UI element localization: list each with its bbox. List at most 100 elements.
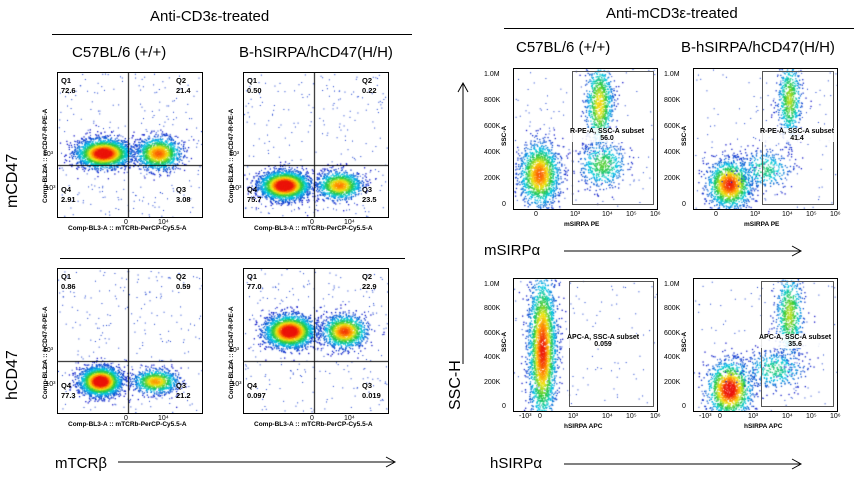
- x-tick-label: 10⁴: [602, 413, 613, 420]
- x-axis-label: hSIRPA APC: [564, 423, 603, 430]
- y-tick-label: 800K: [664, 97, 681, 104]
- quadrant-name-q3: Q3: [362, 185, 373, 194]
- y-tick-label: 0: [229, 363, 233, 370]
- gate-label-name: R-PE-A, SSC-A subset: [760, 127, 835, 135]
- x-tick-label: 0: [124, 219, 128, 226]
- y-axis-label: SSC-A: [681, 125, 688, 146]
- y-tick-label: -10³: [43, 381, 56, 388]
- flow-plot-hcd47-wt: Q1 0.86 Q2 0.59 Q3 21.2 Q4 77.3 Comp-BL2-A :: hC…: [42, 268, 203, 428]
- x-tick-label: 10⁴: [344, 219, 355, 226]
- x-tick-label: 10⁴: [158, 415, 169, 422]
- y-tick-label: 400K: [484, 354, 501, 362]
- quadrant-value-q3: 23.5: [362, 195, 377, 204]
- y-axis-arrow-right: [457, 81, 469, 364]
- gate-percentage: 35.6: [788, 341, 802, 349]
- y-tick-label: 10³: [43, 151, 54, 158]
- y-tick-label: 200K: [484, 378, 501, 386]
- y-tick-label: -10³: [229, 381, 242, 388]
- x-axis-label: Comp-BL3-A :: mTCRb-PerCP-Cy5.5-A: [68, 225, 187, 232]
- x-tick-label: 10⁵: [626, 211, 637, 218]
- y-tick-label: 1.0M: [664, 71, 680, 78]
- y-tick-label: 0: [229, 167, 233, 174]
- y-tick-label: 400K: [664, 149, 681, 156]
- x-axis-label: Comp-BL3-A :: mTCRb-PerCP-Cy5.5-A: [68, 421, 187, 428]
- quadrant-name-q1: Q1: [247, 272, 258, 281]
- x-tick-label: 10⁶: [830, 211, 841, 218]
- quadrant-value-q2: 0.59: [176, 282, 191, 291]
- scatter-density: [58, 73, 202, 217]
- x-tick-label: -10³: [699, 413, 712, 420]
- y-tick-label: 800K: [484, 97, 501, 104]
- x-axis-label: Comp-BL3-A :: mTCRb-PerCP-Cy5.5-A: [254, 225, 373, 232]
- quadrant-name-q2: Q2: [362, 76, 373, 85]
- gate-label: APC-A, SSC-A subset 35.6: [759, 334, 832, 349]
- y-tick-label: 0: [682, 201, 686, 208]
- y-tick-label: 1.0M: [484, 71, 500, 78]
- x-tick-label: 10⁴: [602, 211, 613, 218]
- y-tick-label: 200K: [484, 175, 501, 182]
- quadrant-name-q3: Q3: [362, 381, 373, 390]
- x-tick-label: 10⁵: [626, 413, 637, 420]
- gate-label-name: APC-A, SSC-A subset: [567, 334, 640, 342]
- quadrant-value-q3: 0.019: [362, 391, 381, 400]
- x-tick-label: -10³: [519, 413, 532, 420]
- x-axis-label: mSIRPA PE: [744, 221, 780, 228]
- gate-percentage: 0.059: [594, 341, 612, 349]
- x-tick-label: 10³: [748, 413, 759, 420]
- quadrant-value-q4: 0.097: [247, 391, 266, 400]
- y-tick-label: 0: [502, 201, 506, 208]
- row-label-mcd47: mCD47: [4, 153, 21, 208]
- flow-plot-hcd47-hum: Q1 77.0 Q2 22.9 Q3 0.019 Q4 0.097 Comp-BL2-A :: …: [228, 268, 389, 428]
- quadrant-value-q2: 22.9: [362, 282, 377, 291]
- gate-label: R-PE-A, SSC-A subset 41.4: [760, 127, 835, 142]
- x-tick-label: 10⁶: [650, 211, 661, 218]
- quadrant-name-q1: Q1: [61, 272, 72, 281]
- y-tick-label: 600K: [484, 123, 501, 130]
- x-axis-arrow-msirpa: [564, 245, 803, 257]
- x-tick-label: 10⁴: [782, 211, 793, 218]
- gate-percentage: 41.4: [790, 134, 804, 142]
- x-axis-label: mSIRPA PE: [564, 221, 600, 228]
- flow-plot-msirpa-hum: R-PE-A, SSC-A subset 41.4 SSC-A 0 200K 400K 60…: [664, 68, 841, 228]
- quadrant-value-q2: 21.4: [176, 86, 191, 95]
- y-tick-label: 400K: [664, 354, 681, 362]
- quadrant-name-q2: Q2: [176, 76, 187, 85]
- x-axis-arrow-left: [118, 456, 397, 468]
- quadrant-name-q4: Q4: [61, 185, 72, 194]
- x-axis-label: Comp-BL3-A :: mTCRb-PerCP-Cy5.5-A: [254, 421, 373, 428]
- x-tick-label: 10⁵: [806, 413, 817, 420]
- y-tick-label: 1.0M: [484, 281, 500, 288]
- x-tick-label: 10⁴: [344, 415, 355, 422]
- x-tick-label: 10³: [750, 211, 761, 218]
- flow-plot-msirpa-wt: R-PE-A, SSC-A subset 56.0 SSC-A 0 200K 400K 60…: [484, 68, 661, 228]
- x-tick-label: 10⁴: [782, 413, 793, 420]
- quadrant-value-q1: 77.0: [247, 282, 262, 291]
- y-tick-label: 200K: [664, 175, 681, 182]
- x-tick-label: 10⁶: [650, 413, 661, 420]
- quadrant-value-q1: 72.6: [61, 86, 76, 95]
- left-row-divider: [60, 258, 405, 259]
- y-tick-label: 10³: [43, 347, 54, 354]
- y-tick-label: 600K: [484, 329, 501, 337]
- quadrant-name-q3: Q3: [176, 381, 187, 390]
- y-tick-label: 0: [502, 403, 506, 410]
- y-tick-label: -10³: [229, 185, 242, 192]
- quadrant-value-q3: 21.2: [176, 391, 191, 400]
- y-tick-label: 800K: [664, 305, 681, 313]
- x-tick-label: 0: [310, 415, 314, 422]
- y-axis-label: SSC-A: [501, 331, 508, 352]
- y-tick-label: 600K: [664, 123, 681, 130]
- left-panel-title: Anti-CD3ε-treated: [150, 8, 270, 25]
- y-tick-label: 0: [682, 403, 686, 410]
- y-tick-label: -10³: [43, 185, 56, 192]
- y-tick-label: 400K: [484, 149, 501, 156]
- quadrant-name-q1: Q1: [247, 76, 258, 85]
- x-tick-label: 10³: [570, 211, 581, 218]
- flow-plot-mcd47-hum: Q1 0.50 Q2 0.22 Q3 23.5 Q4 75.7 Comp-BL2-A :: mC…: [228, 72, 389, 232]
- flow-plot-mcd47-wt: Q1 72.6 Q2 21.4 Q3 3.08 Q4 2.91 Comp-BL2-A :: mC…: [42, 72, 203, 232]
- y-axis-label: SSC-A: [501, 125, 508, 146]
- flow-plot-hsirpa-wt: APC-A, SSC-A subset 0.059 SSC-A 0 200K 400K 60…: [484, 278, 661, 430]
- x-tick-label: 0: [538, 413, 542, 420]
- x-tick-label: 10³: [568, 413, 579, 420]
- quadrant-name-q4: Q4: [61, 381, 72, 390]
